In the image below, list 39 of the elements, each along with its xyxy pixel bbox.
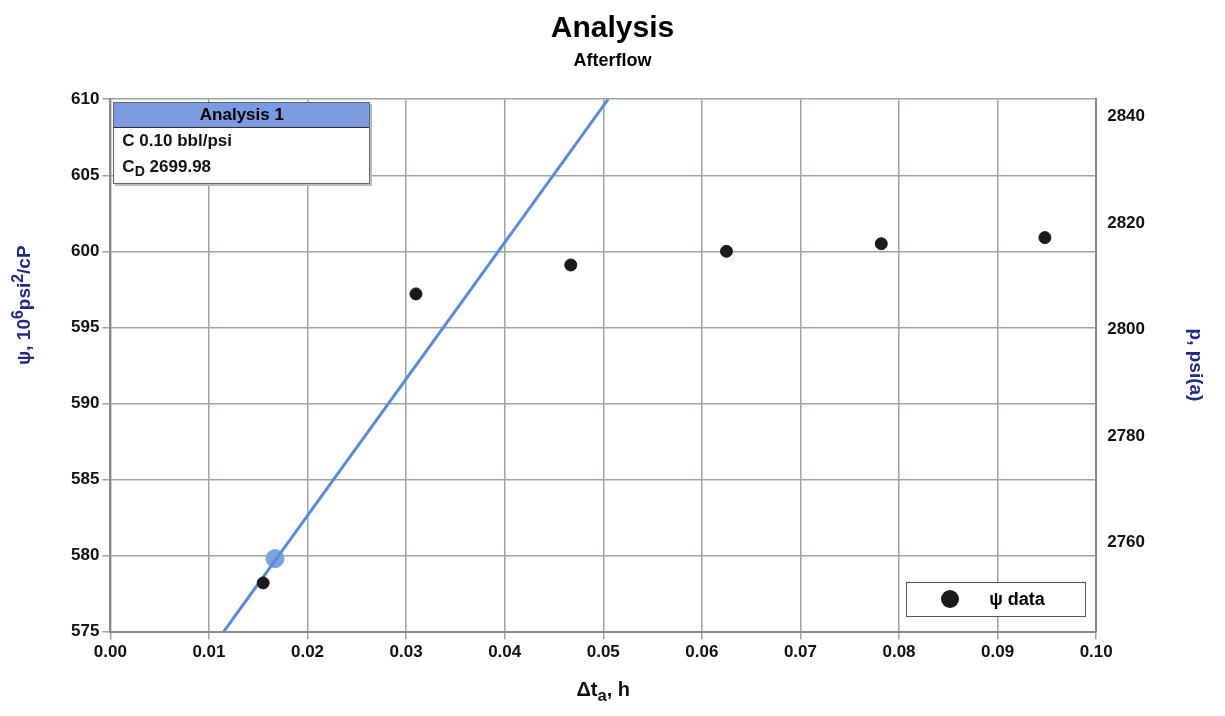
x-tick-label: 0.04 xyxy=(488,642,522,662)
y-tick-label: 595 xyxy=(70,317,100,337)
y-tick-label: 600 xyxy=(70,241,100,260)
point xyxy=(720,244,733,258)
x-tick-label: 0.06 xyxy=(685,642,719,662)
y2-tick-label: 2780 xyxy=(1107,425,1146,445)
y-tick-label: 605 xyxy=(70,164,100,184)
chart-title: Analysis xyxy=(549,10,676,44)
y2-tick-label: 2820 xyxy=(1107,212,1146,232)
x-tick-label: 0.02 xyxy=(290,642,325,662)
point xyxy=(256,576,270,590)
annotation: C 0.10 bbl/psi xyxy=(121,130,233,153)
x-tick-label: 0.01 xyxy=(192,642,226,662)
point xyxy=(874,237,888,251)
y2-axis-title: p, psi(a) xyxy=(1185,328,1207,402)
annotation: Analysis 1 xyxy=(114,103,370,129)
y2-tick-label: 2800 xyxy=(1107,319,1146,339)
x-tick-label: 0.08 xyxy=(882,642,916,662)
x-tick-label: 0.10 xyxy=(1079,642,1113,662)
x-axis-title: Δt$_{a}$, h xyxy=(575,678,632,706)
note-box: Analysis 1 C 0.10 bbl/psi C$_{D}$ 2699.98 xyxy=(113,102,371,184)
y-tick-label: 610 xyxy=(70,88,100,108)
x-tick-label: 0.00 xyxy=(93,642,127,662)
y-tick-label: 585 xyxy=(70,469,100,489)
y-tick-label: 590 xyxy=(70,393,100,413)
x-tick-label: 0.09 xyxy=(981,642,1015,662)
chart-subtitle: Afterflow xyxy=(572,50,653,71)
x-tick-label: 0.07 xyxy=(783,642,817,662)
annotation: C$_{D}$ 2699.98 xyxy=(121,156,213,182)
x-tick-label: 0.05 xyxy=(586,642,620,662)
y2-tick-label: 2760 xyxy=(1107,532,1146,552)
point xyxy=(1038,231,1052,245)
y2-tick-label: 2840 xyxy=(1107,106,1146,126)
point xyxy=(409,287,423,301)
legend-label: ψ data xyxy=(989,588,1045,610)
y-tick-label: 580 xyxy=(70,545,100,565)
y-tick-label: 575 xyxy=(70,621,100,641)
point xyxy=(564,258,578,272)
x-tick-label: 0.03 xyxy=(389,642,423,662)
